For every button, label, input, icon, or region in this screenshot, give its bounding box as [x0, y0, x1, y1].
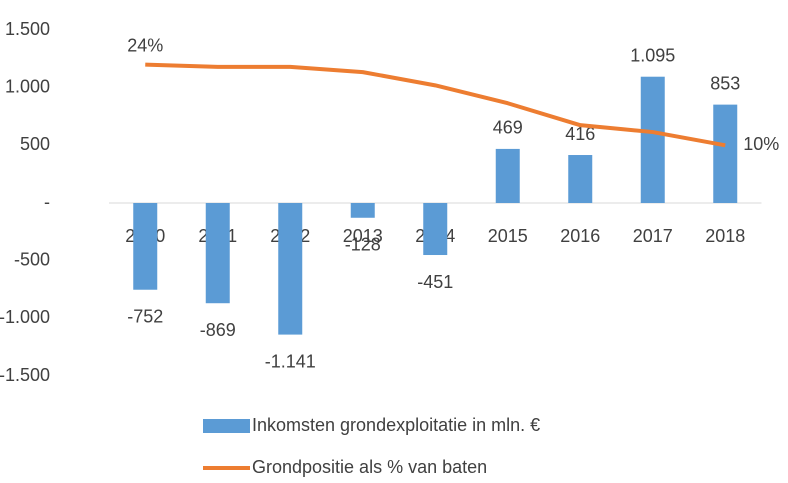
x-tick-label: 2015	[488, 226, 528, 246]
line	[145, 62, 726, 148]
bar	[495, 148, 520, 203]
data-label: -869	[200, 320, 236, 340]
y-tick-label: -	[44, 192, 50, 212]
y-tick-label: -1.000	[0, 307, 50, 327]
legend-swatch	[203, 419, 250, 433]
bar	[640, 76, 665, 203]
legend-label: Grondpositie als % van baten	[252, 457, 487, 477]
x-tick-label: 2018	[705, 226, 745, 246]
bar	[423, 203, 448, 256]
x-tick-label: 2013	[343, 226, 383, 246]
data-label: 1.095	[630, 45, 675, 65]
y-tick-label: -1.500	[0, 365, 50, 385]
data-label: 416	[565, 124, 595, 144]
legend-label: Inkomsten grondexploitatie in mln. €	[252, 415, 540, 435]
data-label: 853	[710, 73, 740, 93]
data-label: -451	[417, 272, 453, 292]
data-label: 469	[493, 118, 523, 138]
data-label: -752	[127, 306, 163, 326]
y-tick-label: 1.500	[5, 19, 50, 39]
x-tick-label: 2016	[560, 226, 600, 246]
y-tick-label: -500	[14, 249, 50, 269]
x-tick-label: 2017	[633, 226, 673, 246]
y-tick-label: 1.000	[5, 76, 50, 96]
bar	[278, 203, 303, 335]
data-label: -1.141	[265, 351, 316, 371]
data-label: 10%	[743, 134, 779, 154]
bar	[568, 155, 593, 203]
data-label: 24%	[127, 35, 163, 55]
bar	[350, 203, 375, 218]
data-label: -128	[345, 235, 381, 255]
bar	[133, 203, 158, 290]
bar	[713, 104, 738, 203]
bar	[205, 203, 230, 304]
y-tick-label: 500	[20, 134, 50, 154]
